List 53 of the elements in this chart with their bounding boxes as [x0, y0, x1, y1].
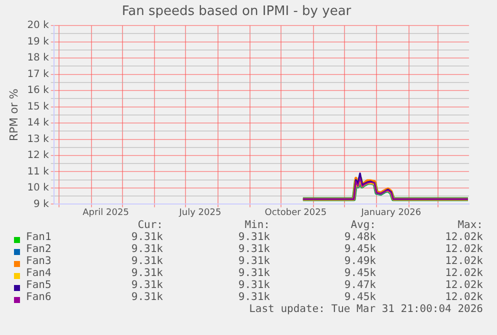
- text: 9.45k: [344, 267, 376, 279]
- text: 9.31k: [131, 231, 163, 243]
- text: 9.31k: [131, 279, 163, 291]
- text: 12.02k: [445, 255, 483, 267]
- text: 12.02k: [445, 231, 483, 243]
- y-tick-label: 10 k: [27, 182, 50, 194]
- text: 9.45k: [344, 243, 376, 255]
- y-tick-label: 9 k: [34, 198, 50, 210]
- text: 9.31k: [131, 291, 163, 303]
- y-tick-label: 14 k: [27, 118, 50, 129]
- x-tick-label: July 2025: [178, 208, 222, 218]
- y-tick-label: 17 k: [27, 68, 50, 80]
- text: Max:: [458, 219, 483, 231]
- text: 9.31k: [131, 267, 163, 279]
- text: Last update: Tue Mar 31 21:00:04 2026: [249, 303, 483, 315]
- y-tick-label: 12 k: [27, 150, 50, 162]
- x-tick-label: April 2025: [82, 208, 129, 218]
- y-tick-label: 16 k: [27, 85, 50, 96]
- legend-label: Fan4: [26, 267, 52, 279]
- text: 12.02k: [445, 267, 483, 279]
- legend-label: Fan3: [26, 255, 52, 267]
- text: 9.31k: [131, 243, 163, 255]
- text: 9.49k: [344, 255, 376, 267]
- text: 9.31k: [238, 291, 270, 303]
- text: 9.45k: [344, 291, 376, 303]
- text: 9.31k: [238, 231, 270, 243]
- y-tick-label: 11 k: [27, 166, 50, 178]
- y-tick-label: 15 k: [27, 101, 50, 112]
- x-tick-label: January 2026: [360, 208, 422, 218]
- text: 9.48k: [344, 231, 376, 243]
- text: 9.31k: [238, 255, 270, 267]
- legend-label: Fan2: [26, 243, 52, 255]
- text: 12.02k: [445, 291, 483, 303]
- chart-title: Fan speeds based on IPMI - by year: [122, 4, 352, 20]
- x-tick-label: October 2025: [264, 208, 327, 218]
- y-tick-label: 13 k: [27, 134, 50, 145]
- text: 12.02k: [445, 243, 483, 255]
- text: 9.47k: [344, 279, 376, 291]
- text: Avg:: [350, 219, 376, 231]
- text: 9.31k: [238, 267, 270, 279]
- text: 9.31k: [238, 279, 270, 291]
- legend-label: Fan1: [26, 231, 52, 243]
- legend-label: Fan5: [26, 279, 52, 291]
- y-tick-label: 18 k: [27, 52, 50, 64]
- text: 9.31k: [238, 243, 270, 255]
- legend-label: Fan6: [26, 291, 52, 303]
- text: Cur:: [138, 219, 163, 231]
- text: 9.31k: [131, 255, 163, 267]
- y-tick-label: 20 k: [27, 20, 50, 32]
- y-tick-label: 19 k: [27, 36, 50, 48]
- text: 12.02k: [445, 279, 483, 291]
- text: Min:: [244, 219, 270, 231]
- y-axis-title: RPM or %: [7, 88, 20, 142]
